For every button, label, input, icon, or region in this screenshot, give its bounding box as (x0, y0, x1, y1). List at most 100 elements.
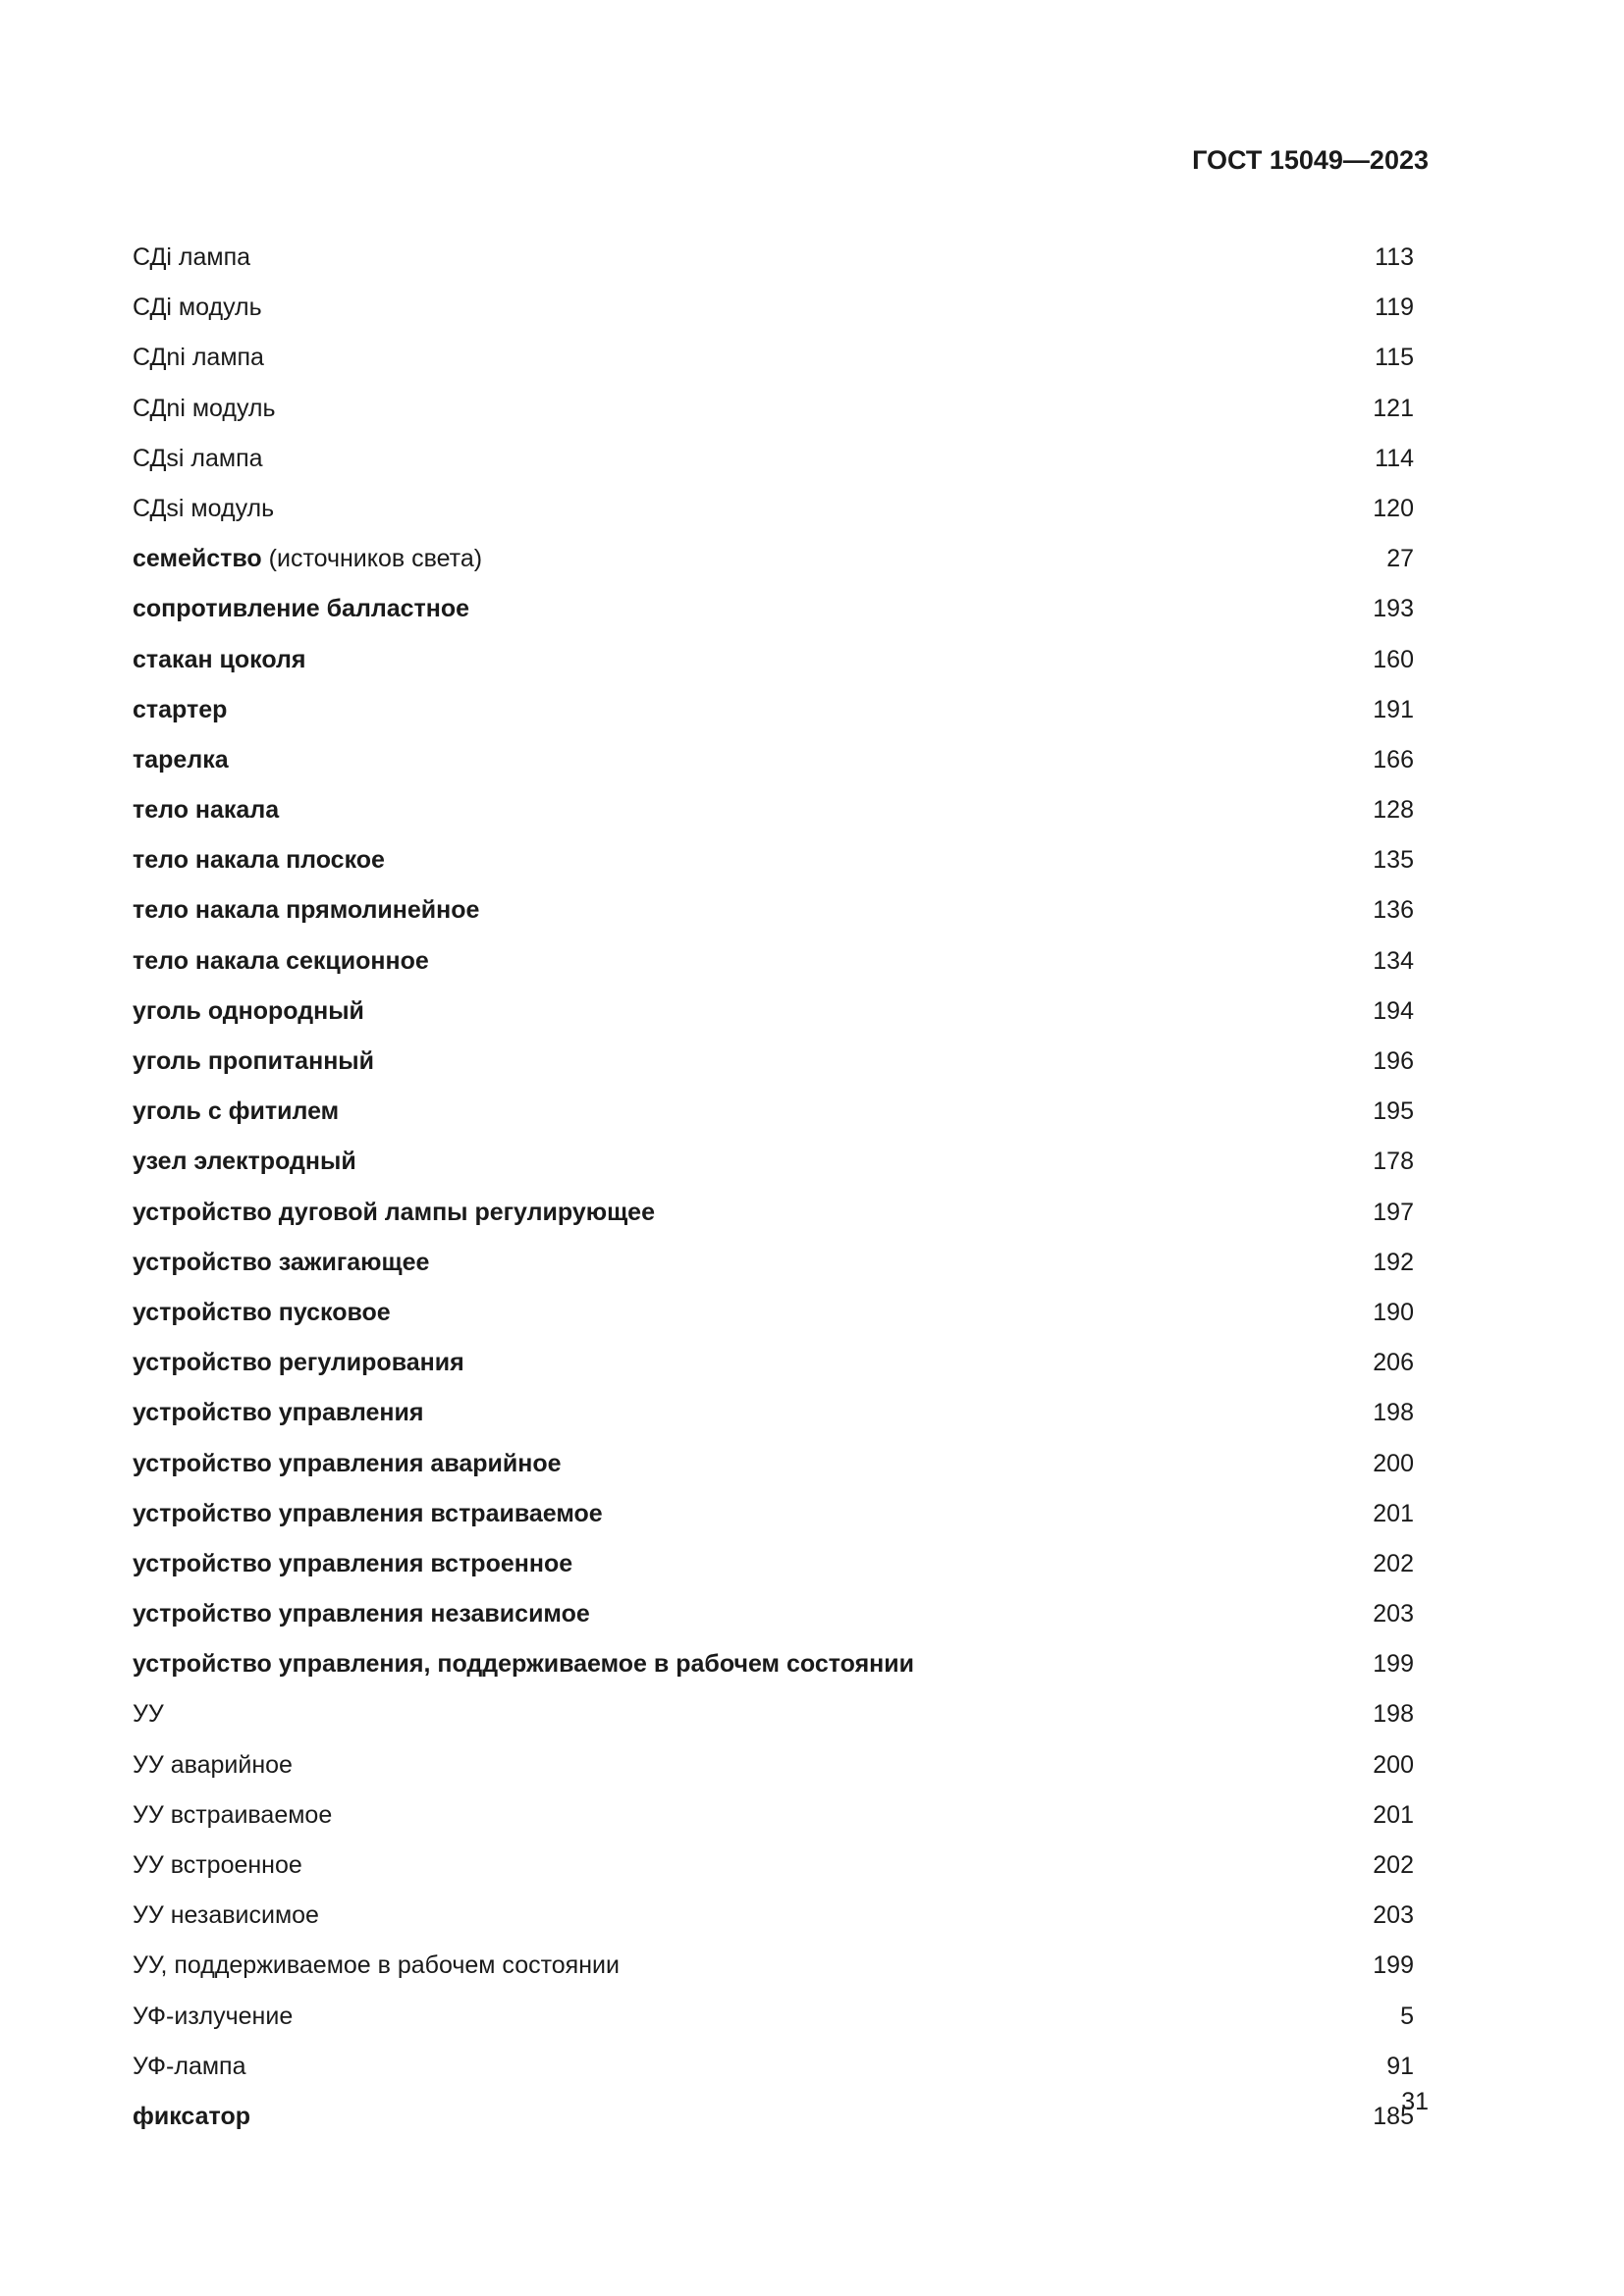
term-normal: УУ встроенное (133, 1851, 302, 1879)
index-list: СДi лампа 113 СДi модуль 119 СДni лампа 115 СД… (133, 233, 1414, 2142)
index-entry: уголь пропитанный 196 (133, 1037, 1414, 1087)
term-bold: тело накала (133, 796, 280, 825)
index-entry: устройство управления независимое 203 (133, 1589, 1414, 1639)
index-page: 200 (1373, 1750, 1414, 1779)
term-bold: устройство управления (133, 1399, 424, 1427)
index-entry: сопротивление балластное 193 (133, 584, 1414, 634)
term-bold: тело накала прямолинейное (133, 896, 480, 925)
index-page: 201 (1373, 1800, 1414, 1829)
term-normal: СДsi лампа (133, 444, 263, 472)
index-entry: УФ-излучение 5 (133, 1992, 1414, 2042)
index-term: устройство управления (133, 1388, 423, 1438)
index-page: 178 (1373, 1148, 1414, 1176)
index-term: устройство управления, поддерживаемое в … (133, 1639, 914, 1689)
index-term: устройство дуговой лампы регулирующее (133, 1188, 655, 1238)
index-entry: стартер 191 (133, 685, 1414, 735)
index-entry: тело накала плоское 135 (133, 835, 1414, 885)
index-page: 198 (1373, 1399, 1414, 1427)
term-bold: сопротивление балластное (133, 595, 470, 623)
index-page: 206 (1373, 1349, 1414, 1377)
term-bold: уголь с фитилем (133, 1097, 340, 1126)
index-term: УУ (133, 1689, 164, 1739)
term-bold: устройство дуговой лампы регулирующее (133, 1198, 655, 1226)
index-term: тело накала плоское (133, 835, 385, 885)
index-page: 120 (1373, 494, 1414, 522)
index-page: 190 (1373, 1298, 1414, 1326)
index-entry: узел электродный 178 (133, 1137, 1414, 1187)
index-page: 128 (1373, 796, 1414, 825)
index-page: 160 (1373, 645, 1414, 673)
term-bold: семейство (133, 545, 262, 573)
index-entry: стакан цоколя 160 (133, 635, 1414, 685)
index-page: 196 (1373, 1047, 1414, 1075)
index-page: 121 (1373, 394, 1414, 422)
term-normal: СДni лампа (133, 344, 264, 372)
index-term: СДsi лампа (133, 434, 263, 484)
index-page: 198 (1373, 1700, 1414, 1729)
document-header: ГОСТ 15049—2023 (1192, 145, 1429, 175)
index-page: 199 (1373, 1650, 1414, 1679)
index-entry: уголь с фитилем 195 (133, 1087, 1414, 1137)
index-term: УФ-лампа (133, 2042, 246, 2092)
index-entry: СДsi лампа 114 (133, 434, 1414, 484)
index-term: УУ, поддерживаемое в рабочем состоянии (133, 1941, 620, 1991)
index-entry: УУ независимое 203 (133, 1891, 1414, 1941)
index-entry: тело накала 128 (133, 785, 1414, 835)
index-page: 197 (1373, 1198, 1414, 1226)
index-term: устройство регулирования (133, 1338, 464, 1388)
index-term: уголь с фитилем (133, 1087, 339, 1137)
index-term: СДi лампа (133, 233, 250, 283)
index-term: уголь пропитанный (133, 1037, 374, 1087)
index-entry: устройство управления аварийное 200 (133, 1439, 1414, 1489)
index-page: 194 (1373, 996, 1414, 1025)
term-bold: устройство управления, поддерживаемое в … (133, 1650, 915, 1679)
index-entry: тело накала секционное 134 (133, 936, 1414, 987)
term-bold: узел электродный (133, 1148, 356, 1176)
index-entry: УФ-лампа 91 (133, 2042, 1414, 2092)
index-term: узел электродный (133, 1137, 356, 1187)
index-page: 166 (1373, 745, 1414, 774)
index-term: СДni лампа (133, 333, 264, 383)
term-bold: тело накала секционное (133, 946, 429, 975)
index-page: 91 (1386, 2052, 1414, 2080)
index-entry: устройство управления встроенное 202 (133, 1539, 1414, 1589)
term-bold: устройство управления аварийное (133, 1449, 562, 1477)
index-page: 200 (1373, 1449, 1414, 1477)
index-term: устройство пусковое (133, 1288, 391, 1338)
index-term: стакан цоколя (133, 635, 305, 685)
index-term: устройство управления встраиваемое (133, 1489, 603, 1539)
term-normal: УУ аварийное (133, 1750, 293, 1779)
index-entry: СДsi модуль 120 (133, 484, 1414, 534)
index-page: 134 (1373, 946, 1414, 975)
page-number: 31 (1401, 2088, 1429, 2115)
index-entry: устройство пусковое 190 (133, 1288, 1414, 1338)
index-page: 135 (1373, 846, 1414, 875)
index-page: 114 (1375, 444, 1414, 472)
index-term: тело накала (133, 785, 279, 835)
term-normal: УУ независимое (133, 1901, 319, 1930)
index-term: стартер (133, 685, 227, 735)
term-bold: уголь пропитанный (133, 1047, 375, 1075)
index-page: 185 (1373, 2102, 1414, 2130)
index-entry: тело накала прямолинейное 136 (133, 885, 1414, 935)
index-entry: устройство регулирования 206 (133, 1338, 1414, 1388)
index-term: УУ аварийное (133, 1740, 293, 1790)
index-entry: УУ встраиваемое 201 (133, 1790, 1414, 1841)
term-normal: СДi лампа (133, 243, 251, 271)
index-entry: УУ 198 (133, 1689, 1414, 1739)
index-term: тело накала секционное (133, 936, 429, 987)
index-page: 115 (1375, 344, 1414, 372)
index-page: 195 (1373, 1097, 1414, 1126)
index-page: 193 (1373, 595, 1414, 623)
term-bold: уголь однородный (133, 996, 364, 1025)
index-entry: СДi модуль 119 (133, 283, 1414, 333)
index-term: фиксатор (133, 2092, 250, 2142)
index-term: устройство зажигающее (133, 1238, 429, 1288)
index-term: устройство управления аварийное (133, 1439, 562, 1489)
index-term: СДsi модуль (133, 484, 274, 534)
index-entry: устройство управления 198 (133, 1388, 1414, 1438)
term-bold: тело накала плоское (133, 846, 385, 875)
term-bold: устройство регулирования (133, 1349, 464, 1377)
index-entry: уголь однородный 194 (133, 987, 1414, 1037)
index-page: 119 (1375, 294, 1414, 322)
